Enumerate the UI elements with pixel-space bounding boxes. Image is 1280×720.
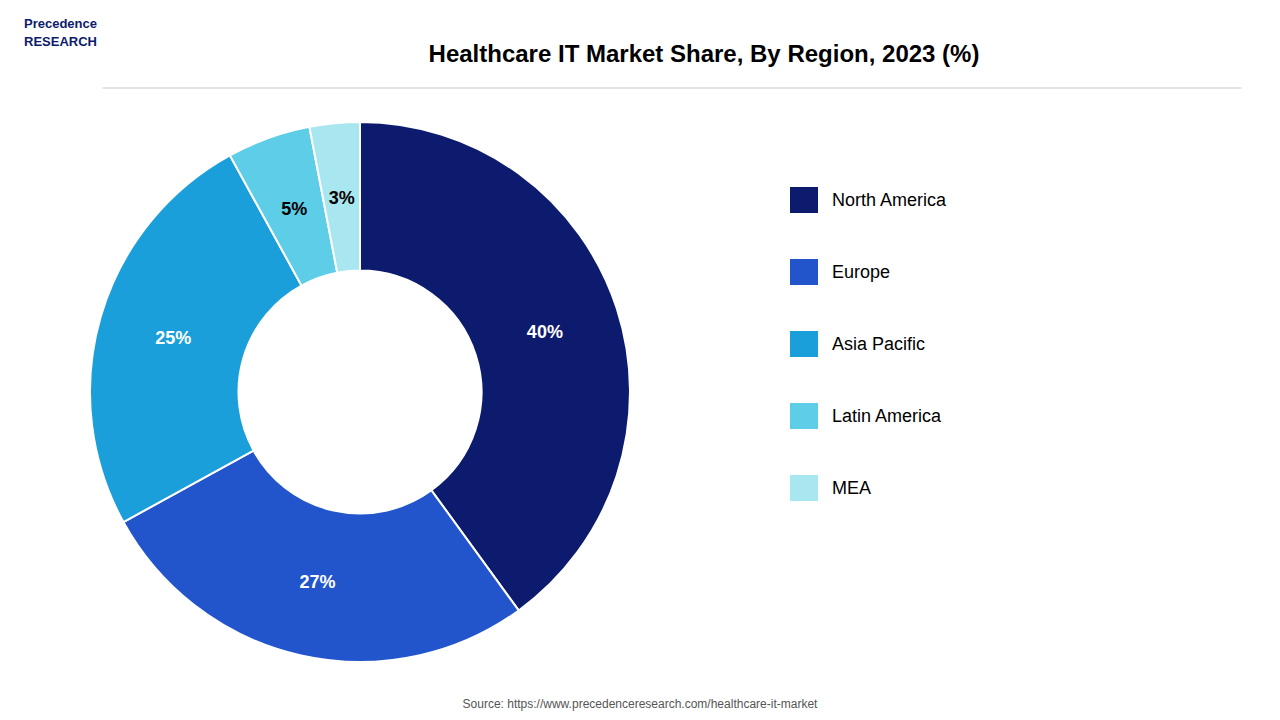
donut — [90, 122, 630, 662]
legend-item: North America — [790, 187, 947, 213]
legend-item: Europe — [790, 259, 890, 285]
logo-line: Precedence — [24, 16, 97, 31]
legend-label: North America — [832, 190, 947, 210]
data-label: 5% — [281, 199, 307, 219]
data-labels: 40% 27% 25% 5% 3% — [155, 188, 563, 591]
data-label: 27% — [300, 572, 336, 592]
chart-canvas: Precedence RESEARCH Source: https://www.pr… — [0, 0, 1280, 720]
legend-swatch — [790, 403, 818, 429]
data-label: 25% — [155, 328, 191, 348]
title-rule — [102, 87, 1241, 88]
legend-label: Latin America — [832, 406, 942, 426]
data-label: 40% — [527, 322, 563, 342]
logo-line: RESEARCH — [24, 34, 97, 49]
legend-label: Asia Pacific — [832, 334, 925, 354]
legend-item: Latin America — [790, 403, 942, 429]
legend-item: MEA — [790, 475, 871, 501]
legend-swatch — [790, 187, 818, 213]
legend-label: Europe — [832, 262, 890, 282]
chart-title: Healthcare IT Market Share, By Region, 2… — [429, 40, 980, 67]
legend: North America Europe Asia Pacific Latin Ame… — [790, 187, 947, 501]
data-label: 3% — [329, 188, 355, 208]
legend-label: MEA — [832, 478, 871, 498]
logo-text: Precedence RESEARCH — [24, 16, 97, 49]
source-text: Source: https://www.precedenceresearch.c… — [463, 697, 818, 711]
legend-swatch — [790, 331, 818, 357]
legend-swatch — [790, 259, 818, 285]
legend-swatch — [790, 475, 818, 501]
legend-item: Asia Pacific — [790, 331, 925, 357]
donut-slice — [309, 122, 360, 273]
